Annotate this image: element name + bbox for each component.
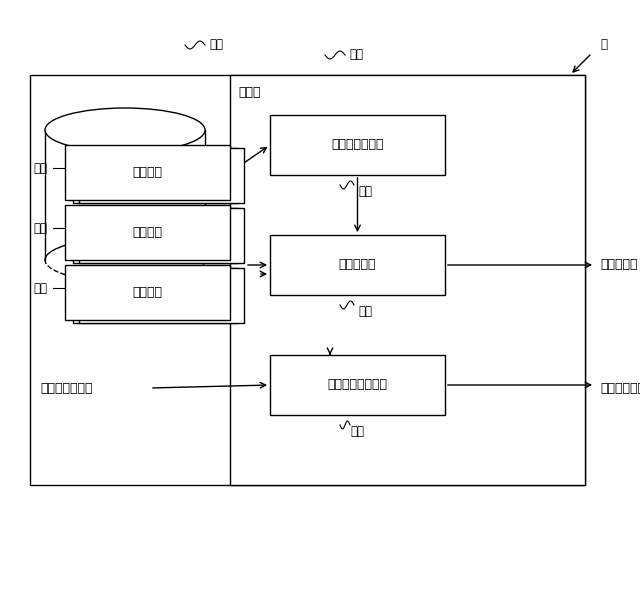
Text: １２: １２ xyxy=(349,49,363,61)
Bar xyxy=(30,75,585,485)
Bar xyxy=(270,115,445,175)
Text: ５３: ５３ xyxy=(350,425,364,438)
Text: 設定温度: 設定温度 xyxy=(132,166,163,179)
Bar xyxy=(270,355,445,415)
Bar xyxy=(79,268,244,323)
Bar xyxy=(230,75,585,485)
Text: ４２: ４２ xyxy=(33,161,47,175)
Text: 温度検知部１０: 温度検知部１０ xyxy=(40,382,93,395)
Text: 設定風量: 設定風量 xyxy=(132,286,163,299)
Text: 制御部: 制御部 xyxy=(238,86,260,100)
Text: 加熱部１３: 加熱部１３ xyxy=(600,259,637,271)
Text: ５２: ５２ xyxy=(358,305,372,318)
Text: ４１: ４１ xyxy=(209,38,223,52)
Bar xyxy=(65,265,230,320)
Bar xyxy=(73,208,238,263)
Text: ５１: ５１ xyxy=(358,185,372,198)
Bar xyxy=(73,148,238,203)
Bar xyxy=(65,145,230,200)
Bar xyxy=(65,205,230,260)
Bar xyxy=(79,148,244,203)
Bar xyxy=(79,208,244,263)
Bar xyxy=(73,268,238,323)
Ellipse shape xyxy=(45,108,205,152)
Text: エラー報知制御部: エラー報知制御部 xyxy=(328,379,387,391)
Bar xyxy=(270,235,445,295)
Text: １: １ xyxy=(600,38,607,52)
Text: ４３: ４３ xyxy=(33,221,47,235)
Text: 処理時間: 処理時間 xyxy=(132,226,163,239)
Text: 目標温度演算部: 目標温度演算部 xyxy=(332,139,384,151)
Text: 操作表示部１１: 操作表示部１１ xyxy=(600,382,640,395)
Text: 加熱制御部: 加熱制御部 xyxy=(339,259,376,271)
Text: ４４: ４４ xyxy=(33,281,47,295)
